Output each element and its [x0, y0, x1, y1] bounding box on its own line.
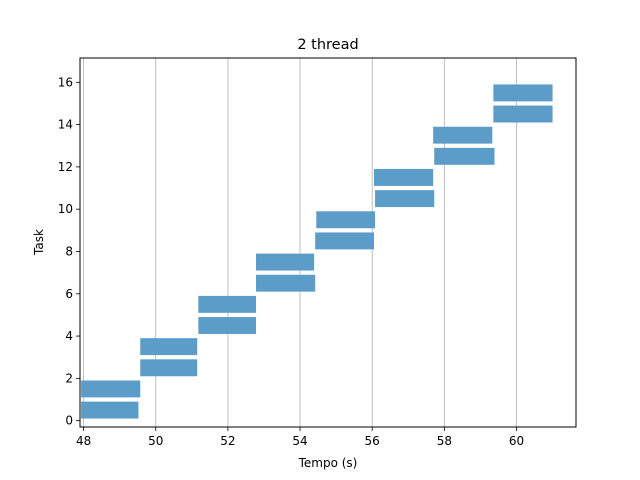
x-tick-label: 56 — [365, 434, 380, 448]
x-tick-label: 60 — [509, 434, 524, 448]
x-axis-label: Tempo (s) — [298, 456, 358, 470]
task-bar — [433, 126, 493, 144]
task-bar — [140, 359, 198, 377]
y-tick-label: 10 — [58, 202, 73, 216]
x-tick-label: 48 — [76, 434, 91, 448]
task-bar — [316, 211, 376, 229]
task-bar — [81, 380, 141, 398]
task-bar — [493, 105, 553, 123]
plot-frame — [79, 57, 577, 428]
x-tick-label: 52 — [220, 434, 235, 448]
y-tick-label: 2 — [65, 371, 73, 385]
task-bar — [373, 169, 434, 186]
y-tick-label: 8 — [65, 244, 73, 258]
task-bar — [140, 338, 198, 356]
task-bar — [434, 147, 495, 165]
x-tick-label: 50 — [148, 434, 163, 448]
task-bar — [81, 401, 139, 419]
x-tick-label: 58 — [437, 434, 452, 448]
task-bar — [198, 295, 257, 313]
y-tick-label: 6 — [65, 287, 73, 301]
y-tick-label: 12 — [58, 160, 73, 174]
task-bar — [375, 190, 435, 208]
y-axis-ticks: 0 2 4 6 8 10 12 14 16 — [58, 75, 80, 428]
y-tick-label: 14 — [58, 118, 73, 132]
task-bar — [256, 253, 315, 271]
chart-title: 2 thread — [297, 37, 358, 53]
y-tick-label: 16 — [58, 75, 73, 89]
task-bar — [198, 317, 257, 334]
task-bar — [256, 274, 316, 292]
task-bar — [315, 232, 374, 250]
x-axis-ticks: 48 50 52 54 56 58 60 — [76, 427, 524, 448]
y-axis-label: Task — [32, 229, 46, 256]
y-tick-label: 0 — [65, 414, 73, 428]
task-bar — [493, 84, 553, 102]
bars-group — [81, 84, 553, 419]
x-tick-label: 54 — [292, 434, 307, 448]
y-tick-label: 4 — [65, 329, 73, 343]
